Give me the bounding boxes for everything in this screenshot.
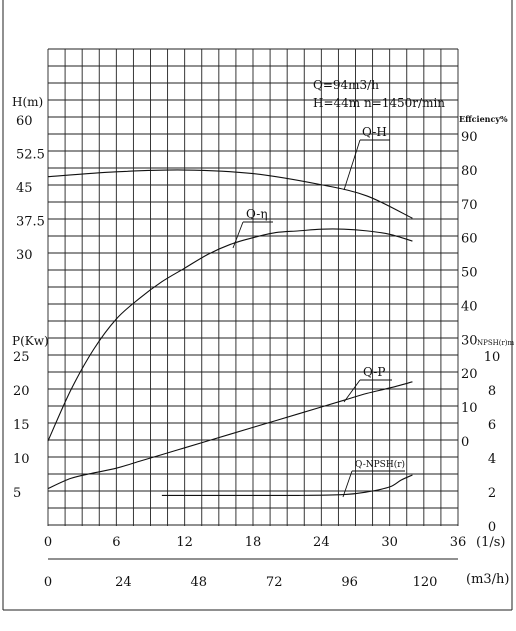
efficiency-tick-label: 10 — [461, 401, 478, 416]
efficiency-tick-label: 70 — [461, 198, 478, 213]
q-p-label: Q-P — [363, 365, 385, 379]
power-tick-label: 5 — [13, 486, 21, 501]
q-npsh-r-label: Q-NPSH(r) — [355, 459, 405, 470]
head-axis-title: H(m) — [12, 95, 43, 109]
plot-grid — [47, 48, 459, 526]
flow-ls-tick-label: 6 — [112, 535, 120, 550]
flow-m3h-tick-label: 72 — [266, 575, 283, 590]
head-tick-label: 37.5 — [16, 215, 45, 230]
flow-ls-tick-label: 36 — [450, 535, 467, 550]
flow-ls-axis-title: (1/s) — [476, 535, 505, 550]
efficiency-tick-label: 20 — [461, 367, 478, 382]
axis-ticks: 6052.54537.53025201510590807060504030201… — [13, 114, 500, 590]
flow-m3h-tick-label: 24 — [115, 575, 132, 590]
flow-m3h-tick-label: 120 — [413, 575, 438, 590]
power-tick-label: 25 — [13, 350, 30, 365]
q-npsh-r-leader-line — [342, 470, 353, 498]
flow-ls-tick-label: 18 — [245, 535, 262, 550]
efficiency-tick-label: 60 — [461, 232, 478, 247]
power-tick-label: 20 — [13, 384, 30, 399]
curve-labels: Q-H Q-η Q-P Q-NPSH(r) — [232, 125, 405, 498]
npsh-tick-label: 6 — [488, 418, 496, 433]
flow-m3h-axis-title: (m3/h) — [466, 572, 510, 587]
efficiency-tick-label: 50 — [461, 266, 478, 281]
q-efficiency-leader-line — [232, 221, 244, 249]
power-tick-label: 15 — [13, 418, 30, 433]
q-h-curve — [47, 169, 413, 219]
flow-ls-tick-label: 12 — [176, 535, 193, 550]
npsh-tick-label: 8 — [488, 384, 496, 399]
head-tick-label: 45 — [16, 181, 33, 196]
flow-m3h-tick-label: 0 — [44, 575, 52, 590]
efficiency-tick-label: 30 — [461, 333, 478, 348]
q-h-leader-line — [343, 139, 361, 191]
head-tick-label: 60 — [16, 114, 33, 129]
efficiency-tick-label: 40 — [461, 299, 478, 314]
head-tick-label: 52.5 — [16, 148, 45, 163]
efficiency-tick-label: 90 — [461, 130, 478, 145]
npsh-axis-title: NPSH(r)m — [477, 339, 515, 347]
info-head-speed: H=44m n=1450r/min — [313, 96, 445, 110]
npsh-tick-label: 4 — [488, 452, 496, 467]
q-h-label: Q-H — [362, 125, 387, 139]
q-p-leader-line — [343, 379, 361, 403]
flow-ls-tick-label: 0 — [44, 535, 52, 550]
flow-ls-tick-label: 30 — [381, 535, 398, 550]
efficiency-axis-title: Effciency% — [459, 114, 508, 124]
power-tick-label: 10 — [13, 452, 30, 467]
head-tick-label: 30 — [16, 248, 33, 263]
power-axis-title: P(Kw) — [12, 334, 49, 348]
info-flow-rate: Q=94m3/h — [313, 78, 379, 92]
q-p-curve — [47, 381, 413, 490]
flow-m3h-tick-label: 48 — [191, 575, 208, 590]
flow-ls-tick-label: 24 — [313, 535, 330, 550]
flow-m3h-tick-label: 96 — [341, 575, 358, 590]
npsh-tick-label: 0 — [488, 520, 496, 535]
efficiency-tick-label: 80 — [461, 164, 478, 179]
q-efficiency-label: Q-η — [246, 207, 268, 221]
npsh-tick-label: 10 — [484, 350, 501, 365]
npsh-tick-label: 2 — [488, 486, 496, 501]
q-efficiency-curve — [47, 228, 413, 442]
efficiency-tick-label: 0 — [461, 435, 469, 450]
